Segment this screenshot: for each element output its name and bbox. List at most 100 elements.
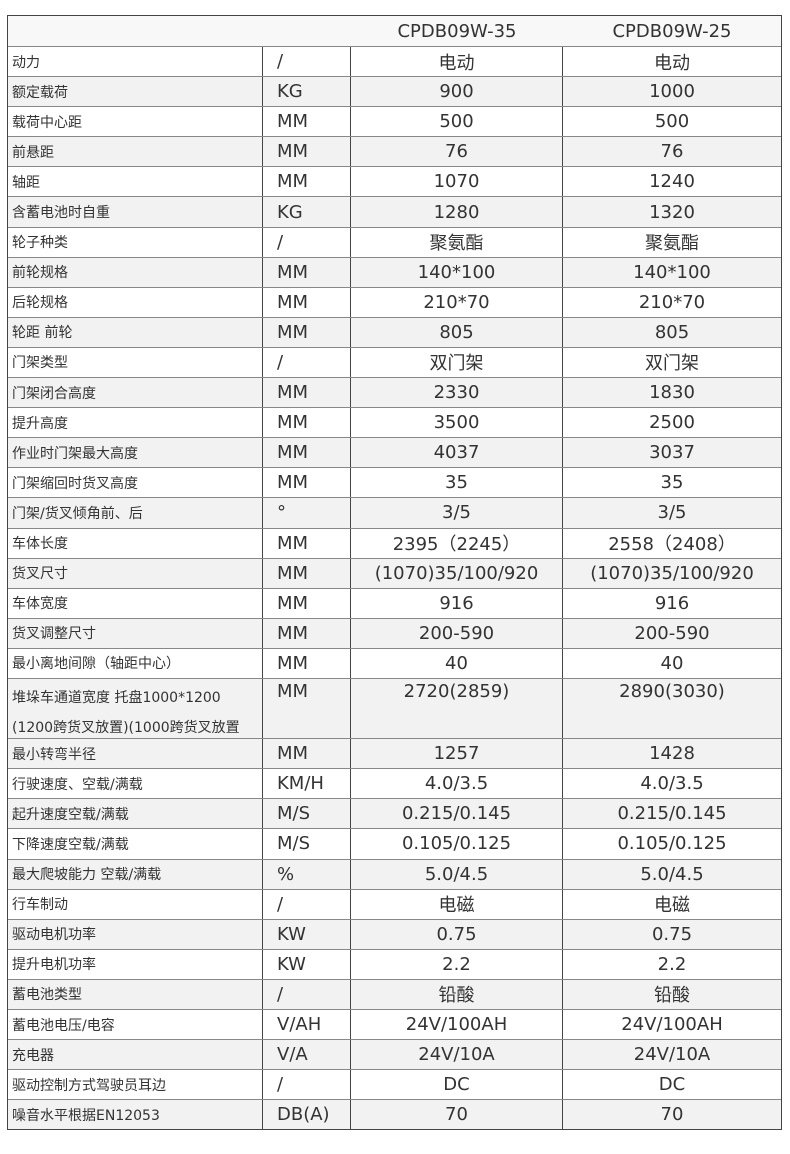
spec-value-model-2: 0.75 [651, 923, 693, 945]
spec-label: 提升高度 [8, 408, 263, 438]
table-row: 最小转弯半径 MM 1257 1428 [8, 738, 781, 769]
spec-value-model-2: 3/5 [657, 502, 687, 524]
table-row: 货叉尺寸 MM (1070)35/100/920 (1070)35/100/920 [8, 557, 781, 588]
spec-label: 堆垛车通道宽度 托盘1000*1200 (1200跨货叉放置)(1000跨货叉放置 [8, 678, 263, 739]
spec-label: 行车制动 [8, 889, 263, 919]
spec-unit: KW [263, 919, 351, 949]
table-row: 驱动电机功率 KW 0.75 0.75 [8, 918, 781, 949]
spec-label: 行驶速度、空载/满载 [8, 769, 263, 799]
spec-value-model-1: 电磁 [351, 889, 563, 919]
spec-value-model-1: 140*100 [351, 257, 563, 287]
spec-value-model-2: (1070)35/100/920 [590, 562, 754, 584]
spec-value-model-2: 76 [660, 141, 684, 163]
spec-label: 前悬距 [8, 137, 263, 167]
spec-value-model-1: 2330 [351, 378, 563, 408]
table-row: 前悬距 MM 76 76 [8, 136, 781, 167]
spec-value-model-1: 4.0/3.5 [351, 769, 563, 799]
table-row: 轮距 前轮 MM 805 805 [8, 316, 781, 347]
spec-value-model-1: 805 [351, 317, 563, 347]
spec-label: 含蓄电池时自重 [8, 197, 263, 227]
spec-value-model-2: 2558（2408） [608, 534, 736, 556]
spec-value-model-1: (1070)35/100/920 [351, 558, 563, 588]
spec-unit: KG [263, 197, 351, 227]
spec-value-model-2: 0.215/0.145 [617, 803, 727, 825]
spec-label: 充电器 [8, 1040, 263, 1070]
spec-unit: DB(A) [263, 1100, 351, 1130]
spec-value-model-2: 4.0/3.5 [640, 773, 704, 795]
spec-value-model-2: 2500 [649, 412, 695, 434]
spec-label: 轴距 [8, 167, 263, 197]
spec-value-model-2: 40 [660, 652, 684, 674]
spec-value-model-1: 1280 [351, 197, 563, 227]
spec-value-model-2: 916 [654, 592, 690, 614]
spec-label: 轮子种类 [8, 227, 263, 257]
spec-value-model-2: 1830 [649, 382, 695, 404]
spec-value-model-1: 3500 [351, 408, 563, 438]
spec-unit: MM [263, 378, 351, 408]
spec-unit: MM [263, 588, 351, 618]
spec-unit: MM [263, 438, 351, 468]
spec-value-model-2: 电磁 [654, 895, 690, 917]
spec-label: 前轮规格 [8, 257, 263, 287]
spec-value-model-2: 24V/10A [633, 1044, 711, 1066]
spec-value-model-2: 电动 [654, 52, 690, 74]
table-row: 门架类型 / 双门架 双门架 [8, 346, 781, 378]
table-row: 轮子种类 / 聚氨酯 聚氨酯 [8, 226, 781, 257]
spec-value-model-1: 40 [351, 648, 563, 678]
spec-label: 载荷中心距 [8, 107, 263, 137]
spec-unit: M/S [263, 799, 351, 829]
table-row: 提升电机功率 KW 2.2 2.2 [8, 948, 781, 979]
spec-unit: / [263, 1070, 351, 1100]
table-row: 车体长度 MM 2395（2245） 2558（2408） [8, 527, 781, 558]
spec-unit: KM/H [263, 769, 351, 799]
table-row: 噪音水平根据EN12053 DB(A) 70 70 [8, 1099, 781, 1130]
table-row: 门架/货叉倾角前、后 ° 3/5 3/5 [8, 497, 781, 528]
spec-value-model-1: 2395（2245） [351, 528, 563, 558]
spec-value-model-1: 4037 [351, 438, 563, 468]
spec-label: 最小离地间隙（轴距中心） [8, 648, 263, 678]
spec-value-model-1: 电动 [351, 47, 563, 77]
spec-label: 提升电机功率 [8, 949, 263, 979]
spec-label-line: (1200跨货叉放置)(1000跨货叉放置 [12, 719, 240, 736]
spec-unit: MM [263, 468, 351, 498]
spec-value-model-1: 5.0/4.5 [351, 859, 563, 889]
spec-label: 额定载荷 [8, 77, 263, 107]
spec-unit: MM [263, 678, 351, 739]
spec-value-model-1: 916 [351, 588, 563, 618]
spec-unit: MM [263, 257, 351, 287]
spec-value-model-1: 双门架 [351, 347, 563, 378]
spec-unit: MM [263, 167, 351, 197]
spec-value-model-1: 铅酸 [351, 979, 563, 1009]
spec-unit: KG [263, 77, 351, 107]
spec-value-model-1: 2720(2859) [351, 678, 563, 739]
table-row: 最小离地间隙（轴距中心） MM 40 40 [8, 647, 781, 678]
spec-unit: KW [263, 949, 351, 979]
spec-label: 驱动控制方式驾驶员耳边 [8, 1070, 263, 1100]
spec-value-model-2: 140*100 [633, 261, 711, 283]
table-row: 门架缩回时货叉高度 MM 35 35 [8, 467, 781, 498]
table-header: CPDB09W-35 CPDB09W-25 [8, 16, 781, 46]
spec-value-model-2: 1000 [649, 81, 695, 103]
spec-value-model-2: 3037 [649, 442, 695, 464]
spec-unit: MM [263, 558, 351, 588]
table-row: 提升高度 MM 3500 2500 [8, 407, 781, 438]
table-row: 含蓄电池时自重 KG 1280 1320 [8, 196, 781, 227]
model-header: CPDB09W-35 [397, 20, 517, 42]
table-row: 货叉调整尺寸 MM 200-590 200-590 [8, 617, 781, 648]
spec-unit: MM [263, 739, 351, 769]
spec-label: 门架闭合高度 [8, 378, 263, 408]
spec-label: 起升速度空载/满载 [8, 799, 263, 829]
table-row: 行驶速度、空载/满载 KM/H 4.0/3.5 4.0/3.5 [8, 768, 781, 799]
spec-label: 门架类型 [8, 347, 263, 378]
table-row: 行车制动 / 电磁 电磁 [8, 888, 781, 919]
spec-label-line: 堆垛车通道宽度 托盘1000*1200 [12, 689, 221, 706]
spec-unit: V/A [263, 1040, 351, 1070]
spec-unit: M/S [263, 829, 351, 859]
spec-unit: / [263, 227, 351, 257]
spec-value-model-1: 0.75 [351, 919, 563, 949]
spec-value-model-1: 2.2 [351, 949, 563, 979]
spec-label: 下降速度空载/满载 [8, 829, 263, 859]
spec-label: 门架缩回时货叉高度 [8, 468, 263, 498]
spec-value-model-2: 1428 [649, 743, 695, 765]
spec-label: 车体长度 [8, 528, 263, 558]
